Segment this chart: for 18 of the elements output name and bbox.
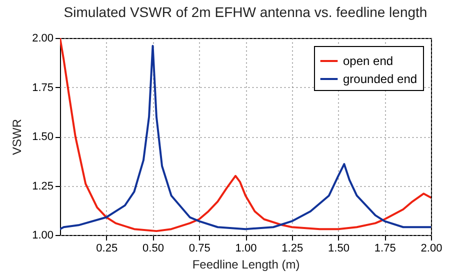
x-tick-label: 1.50 <box>328 242 350 254</box>
y-tick-label: 1.00 <box>32 230 54 242</box>
y-tick-label: 2.00 <box>32 32 54 44</box>
x-tick-label: 0.50 <box>142 242 164 254</box>
x-tick-label: 0.25 <box>96 242 118 254</box>
x-tick-label: 2.00 <box>420 242 442 254</box>
x-axis-title: Feedline Length (m) <box>192 258 300 272</box>
legend-label: open end <box>343 54 394 68</box>
x-tick-label: 0.75 <box>188 242 210 254</box>
y-tick-label: 1.75 <box>32 82 54 94</box>
x-tick-label: 1.75 <box>374 242 396 254</box>
legend-label: grounded end <box>343 72 418 86</box>
x-tick-label: 1.00 <box>235 242 257 254</box>
y-tick-label: 1.50 <box>32 131 54 143</box>
y-axis-title: VSWR <box>10 118 24 155</box>
chart-title: Simulated VSWR of 2m EFHW antenna vs. feedline length <box>64 4 428 20</box>
x-tick-label: 1.25 <box>282 242 304 254</box>
y-tick-label: 1.25 <box>32 180 54 192</box>
